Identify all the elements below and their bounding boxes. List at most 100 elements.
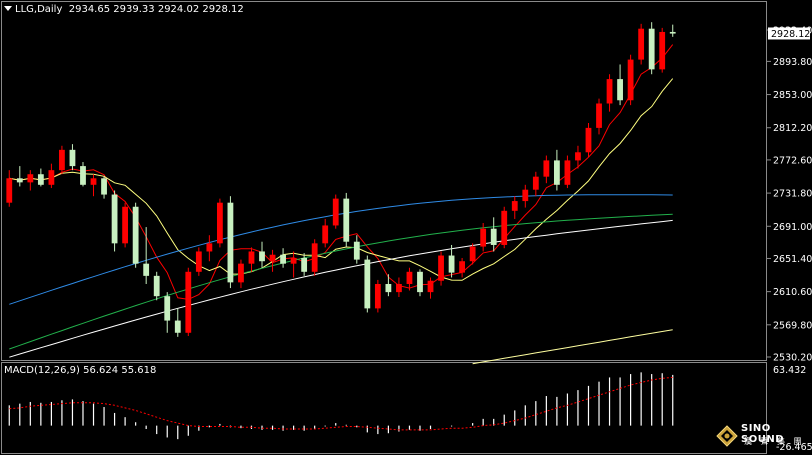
candle-body — [238, 263, 244, 283]
price-tick-label: 2731.80 — [773, 189, 812, 200]
candle-body — [332, 198, 339, 226]
candle-body — [417, 271, 423, 293]
candle-body — [343, 198, 350, 242]
candle-body — [606, 79, 613, 104]
sino-sound-logo-icon — [716, 425, 738, 447]
current-price-box — [768, 27, 810, 40]
low-value: 2924.02 — [157, 4, 200, 15]
current-price-label: 2928.12 — [771, 29, 810, 40]
candle-body — [364, 259, 371, 309]
candle-body — [195, 251, 202, 272]
candle-body — [532, 176, 539, 190]
candle-body — [469, 246, 476, 262]
ma-long-green-line — [9, 213, 673, 350]
close-value: 2928.12 — [202, 4, 244, 15]
price-pane-border — [1, 1, 767, 361]
candle-body — [16, 178, 23, 183]
candle-body — [280, 254, 286, 264]
macd-main-value: 56.624 — [83, 365, 119, 376]
candle-body — [259, 251, 265, 262]
candle-body — [627, 59, 634, 101]
candle-body — [564, 160, 571, 185]
candle-body — [659, 31, 666, 70]
candle-body — [480, 228, 487, 247]
candle-body — [6, 178, 13, 203]
candle-body — [80, 166, 86, 185]
candle-body — [596, 103, 602, 128]
macd-histogram — [8, 372, 674, 440]
candle-body — [59, 149, 65, 171]
candle-body — [111, 194, 118, 244]
candle-body — [227, 202, 234, 283]
candle-body — [553, 160, 560, 185]
candle-body — [37, 174, 44, 185]
macd-signal-value: 55.618 — [121, 365, 157, 376]
macd-pane-border — [1, 362, 767, 454]
price-axis: 2932.402893.802853.002812.202772.602731.… — [767, 26, 812, 364]
candle-body — [406, 271, 413, 284]
candle-body — [543, 160, 550, 177]
candle-body — [322, 225, 329, 244]
candle-body — [522, 189, 529, 202]
ma-mid-line — [9, 78, 674, 281]
price-tick-label: 2853.00 — [773, 90, 812, 101]
candle-body — [301, 257, 308, 272]
candle-body — [101, 178, 107, 195]
candle-body — [27, 174, 34, 183]
candle-body — [448, 255, 455, 273]
price-tick-label: 2569.80 — [773, 320, 812, 331]
candle-body — [427, 280, 434, 293]
candle-body — [617, 79, 623, 101]
candle-body — [206, 243, 213, 252]
symbol-dropdown-icon[interactable] — [4, 6, 12, 11]
macd-header: MACD(12,26,9) 56.624 55.618 — [4, 365, 156, 377]
price-header: LLG,Daily 2934.65 2939.33 2924.02 2928.1… — [4, 4, 244, 16]
watermark: SINO SOUND 漢 聲 集 團 — [716, 423, 808, 452]
candle-body — [143, 263, 150, 276]
price-tick-label: 2691.00 — [773, 222, 812, 233]
candle-body — [185, 271, 192, 333]
candle-body — [396, 283, 402, 293]
candle-body — [669, 31, 676, 34]
candle-body — [374, 283, 381, 309]
candle-body — [164, 296, 171, 321]
symbol-label: LLG,Daily — [15, 4, 63, 15]
watermark-brand: SINO SOUND — [741, 423, 784, 445]
candle-body — [511, 201, 518, 211]
price-tick-label: 2812.20 — [773, 123, 812, 134]
lower-band-line — [472, 329, 673, 365]
candle-body — [290, 257, 297, 264]
ma-long-white-line — [9, 219, 673, 358]
candle-body — [575, 152, 581, 161]
ma-fast-line — [9, 44, 674, 300]
candle-body — [153, 275, 160, 297]
price-tick-label: 2772.60 — [773, 155, 812, 166]
candle-body — [132, 206, 139, 264]
candle-body — [459, 261, 466, 273]
candlestick-series[interactable] — [6, 22, 676, 337]
price-tick-label: 2530.20 — [773, 353, 812, 364]
candle-body — [69, 149, 76, 167]
candle-body — [216, 202, 223, 244]
candle-body — [269, 254, 276, 262]
price-tick-label: 2610.60 — [773, 287, 812, 298]
moving-average-lines — [9, 44, 674, 365]
candle-body — [353, 241, 360, 260]
candle-body — [311, 243, 318, 272]
candle-body — [490, 228, 497, 245]
macd-label: MACD(12,26,9) — [4, 365, 80, 376]
candle-body — [122, 206, 129, 244]
candle-body — [174, 320, 181, 333]
ma-long-blue-line — [9, 194, 673, 305]
open-value: 2934.65 — [68, 4, 111, 15]
candle-body — [638, 28, 645, 60]
candle-body — [248, 251, 255, 264]
price-tick-label: 2893.80 — [773, 57, 812, 68]
price-tick-label: 2651.40 — [773, 254, 812, 265]
candle-body — [648, 28, 655, 70]
high-value: 2939.33 — [113, 4, 155, 15]
candle-body — [501, 210, 508, 245]
watermark-subtitle: 漢 聲 集 團 — [744, 437, 805, 446]
